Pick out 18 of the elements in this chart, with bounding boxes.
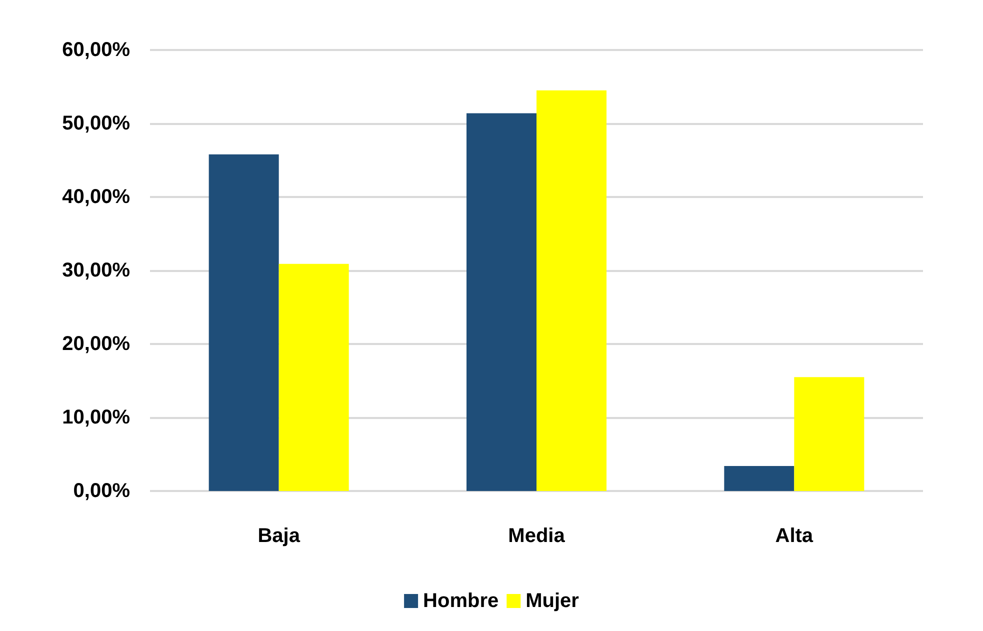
bar bbox=[536, 90, 606, 491]
y-tick-label: 0,00% bbox=[73, 480, 130, 502]
bar bbox=[794, 377, 864, 491]
legend-label: Mujer bbox=[526, 590, 580, 612]
y-tick-label: 20,00% bbox=[62, 333, 130, 355]
x-tick-label: Baja bbox=[258, 525, 301, 547]
bar bbox=[466, 113, 536, 491]
bar bbox=[724, 466, 794, 491]
y-tick-label: 30,00% bbox=[62, 260, 130, 282]
x-tick-label: Media bbox=[508, 525, 566, 547]
bar bbox=[208, 154, 279, 491]
legend-label: Hombre bbox=[423, 590, 499, 612]
x-tick-label: Alta bbox=[775, 525, 814, 547]
bar bbox=[278, 264, 349, 491]
y-tick-label: 10,00% bbox=[62, 406, 130, 428]
y-tick-label: 50,00% bbox=[62, 112, 130, 134]
y-tick-label: 40,00% bbox=[62, 186, 130, 208]
y-tick-label: 60,00% bbox=[62, 39, 130, 61]
